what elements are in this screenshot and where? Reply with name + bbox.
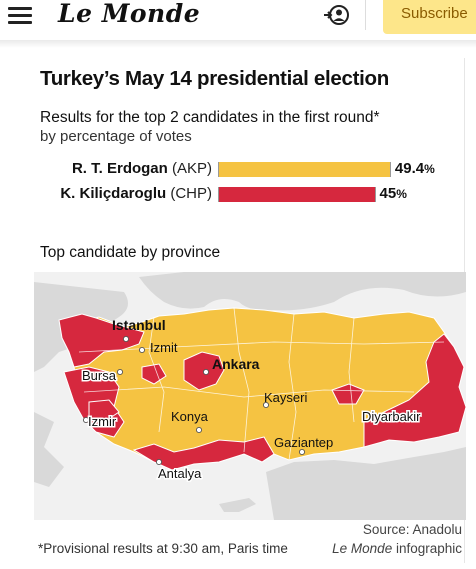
city-konya: Konya bbox=[171, 409, 209, 434]
candidate-party: (AKP) bbox=[171, 160, 212, 177]
bar-value-1: 45% bbox=[379, 185, 407, 202]
southern-land bbox=[266, 447, 466, 520]
chart-subtitle-units: by percentage of votes bbox=[40, 128, 192, 145]
province-borders bbox=[78, 307, 445, 461]
city-dot bbox=[82, 416, 90, 424]
header-shadow bbox=[0, 40, 476, 48]
city-dot bbox=[202, 368, 210, 376]
chp-thrace-marmara bbox=[58, 313, 145, 368]
city-label: Diyarbakir bbox=[362, 409, 421, 424]
subscribe-button[interactable]: Subscribe bbox=[383, 0, 476, 34]
footnote: *Provisional results at 9:30 am, Paris t… bbox=[38, 541, 288, 556]
candidate-name: K. Kiliçdaroglu bbox=[60, 185, 171, 202]
city-bursa: Bursa bbox=[81, 367, 124, 385]
source-label: Source: Anadolu bbox=[362, 522, 462, 537]
greece-south bbox=[34, 412, 64, 487]
bar-label-0: R. T. Erdogan (AKP) bbox=[72, 160, 212, 177]
city-label: Antalya bbox=[158, 466, 202, 481]
city-label: Izmir bbox=[88, 414, 117, 429]
chp-central-patch bbox=[141, 363, 167, 385]
city-dot bbox=[262, 401, 270, 409]
top-bar: Le Monde Subscribe bbox=[0, 0, 476, 40]
city-label: Bursa bbox=[82, 368, 117, 383]
city-label: Kayseri bbox=[264, 390, 307, 405]
bar-label-1: K. Kiliçdaroglu (CHP) bbox=[60, 185, 212, 202]
chp-izmir-south bbox=[88, 399, 120, 423]
site-logo[interactable]: Le Monde bbox=[58, 0, 201, 28]
credit-label: Le Monde infographic bbox=[332, 541, 462, 556]
chp-east bbox=[363, 333, 466, 448]
city-dot bbox=[298, 448, 306, 456]
city-izmir: Izmir bbox=[82, 413, 118, 431]
header-divider bbox=[365, 0, 366, 30]
city-dot bbox=[116, 368, 124, 376]
city-istanbul: Istanbul bbox=[112, 317, 166, 343]
province-map: Istanbul Izmit Ankara Bursa Kayseri Izmir Kony… bbox=[34, 272, 466, 520]
hamburger-icon[interactable] bbox=[8, 5, 34, 25]
city-label: Gaziantep bbox=[274, 435, 333, 450]
credit-rest: infographic bbox=[392, 541, 462, 556]
city-antalya: Antalya bbox=[155, 458, 204, 483]
city-dot bbox=[122, 335, 130, 343]
city-dot bbox=[195, 426, 203, 434]
city-diyarbakir: Diyarbakir bbox=[361, 408, 423, 426]
city-izmit: Izmit bbox=[138, 340, 178, 355]
chart-title: Turkey’s May 14 presidential election bbox=[40, 67, 389, 90]
chart-subtitle: Results for the top 2 candidates in the … bbox=[40, 109, 380, 126]
city-label: Ankara bbox=[212, 356, 260, 372]
city-label: Izmit bbox=[150, 340, 178, 355]
bar-value-0: 49.4% bbox=[394, 160, 435, 177]
city-gaziantep: Gaziantep bbox=[274, 435, 333, 456]
city-ankara: Ankara bbox=[202, 356, 260, 376]
city-dot bbox=[138, 346, 146, 354]
cyprus bbox=[219, 498, 256, 512]
northern-land bbox=[139, 272, 466, 311]
candidate-name: R. T. Erdogan bbox=[71, 160, 172, 177]
chp-mediterranean bbox=[132, 436, 275, 471]
account-icon[interactable] bbox=[322, 3, 352, 27]
city-dot bbox=[378, 415, 386, 423]
city-label: Konya bbox=[171, 409, 209, 424]
candidate-party: (CHP) bbox=[170, 185, 212, 202]
city-dot bbox=[155, 458, 163, 466]
city-kayseri: Kayseri bbox=[262, 390, 307, 409]
bar-1 bbox=[219, 187, 375, 202]
credit-italic: Le Monde bbox=[332, 541, 393, 556]
bar-0 bbox=[219, 162, 390, 177]
city-label: Istanbul bbox=[112, 317, 166, 333]
map-title: Top candidate by province bbox=[40, 244, 221, 261]
chp-east-small bbox=[331, 383, 365, 405]
